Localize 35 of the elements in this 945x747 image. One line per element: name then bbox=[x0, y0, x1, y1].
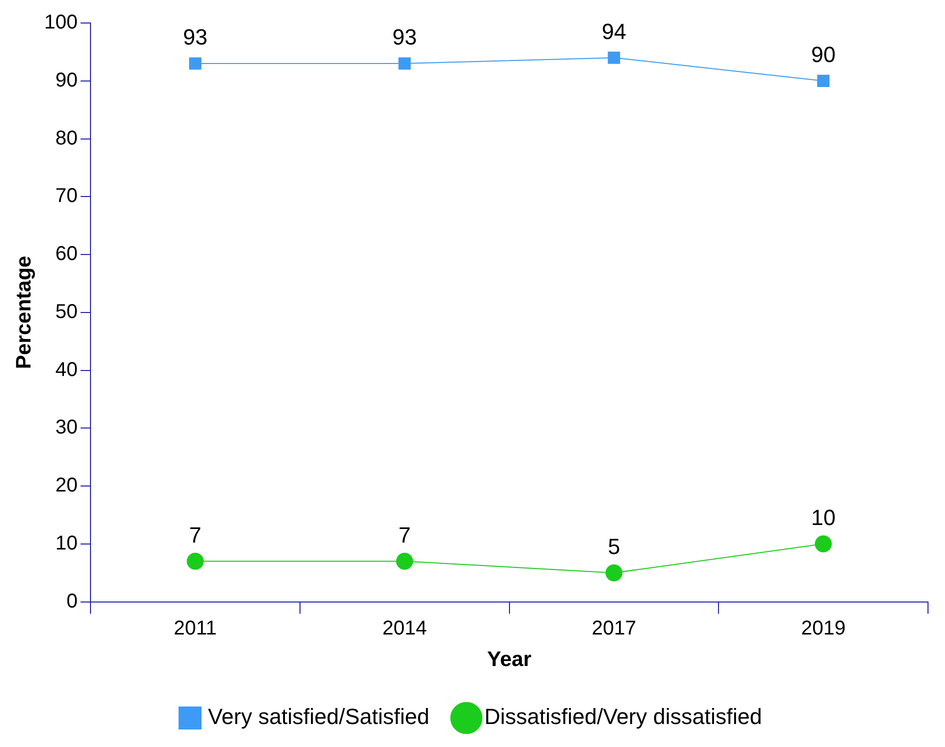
y-tick-label: 90 bbox=[55, 69, 78, 92]
data-label: 93 bbox=[183, 24, 208, 50]
y-tick-label: 80 bbox=[55, 127, 78, 150]
x-axis-title: Year bbox=[487, 648, 532, 672]
y-tick-label: 100 bbox=[44, 12, 78, 34]
y-tick-label: 50 bbox=[55, 300, 78, 323]
point bbox=[396, 552, 414, 570]
point bbox=[817, 74, 830, 88]
point bbox=[186, 552, 204, 570]
x-tick-label: 2014 bbox=[382, 617, 427, 640]
data-label: 7 bbox=[398, 522, 411, 548]
point bbox=[605, 564, 622, 582]
point bbox=[398, 57, 411, 70]
x-tick-label: 2011 bbox=[174, 617, 217, 640]
y-axis-title: Percentage bbox=[12, 256, 36, 370]
data-label: 7 bbox=[189, 522, 202, 548]
data-label: 5 bbox=[608, 534, 620, 559]
y-tick-label: 30 bbox=[55, 416, 78, 439]
data-label: 93 bbox=[392, 24, 417, 50]
data-label: 90 bbox=[811, 42, 836, 67]
y-tick-label: 20 bbox=[55, 474, 78, 497]
point bbox=[814, 535, 832, 552]
point bbox=[189, 57, 202, 70]
data-label: 10 bbox=[811, 504, 836, 530]
x-tick-label: 2019 bbox=[801, 617, 846, 640]
legend-label: Very satisfied/Satisfied bbox=[208, 704, 430, 730]
data-label: 94 bbox=[602, 18, 626, 44]
y-tick-label: 40 bbox=[55, 358, 78, 381]
y-tick-label: 70 bbox=[55, 185, 78, 208]
legend-label: Dissatisfied/Very dissatisfied bbox=[484, 704, 762, 730]
point bbox=[608, 52, 620, 64]
y-tick-label: 60 bbox=[55, 243, 78, 266]
y-tick-label: 10 bbox=[55, 532, 78, 554]
x-tick-label: 2017 bbox=[592, 617, 636, 640]
y-tick-label: 0 bbox=[66, 590, 78, 612]
